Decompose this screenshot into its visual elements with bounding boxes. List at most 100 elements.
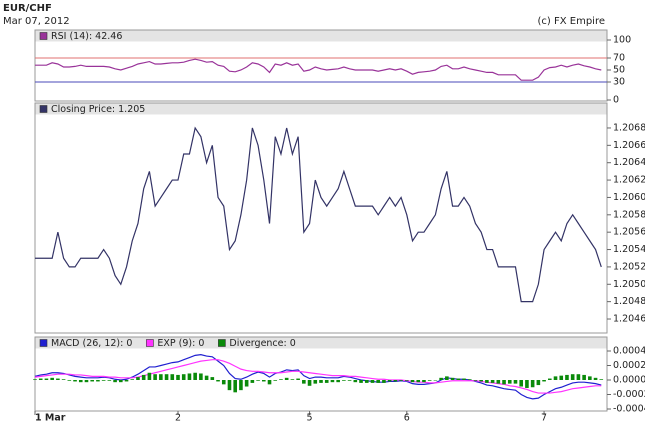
bar [553, 376, 558, 380]
bar [313, 380, 318, 384]
legend-label: MACD (26, 12): 0 [51, 338, 132, 349]
bar [525, 380, 529, 388]
series-line [34, 359, 602, 394]
bar [296, 378, 300, 380]
bar [496, 380, 501, 384]
x-tick-label: 1 Mar [35, 413, 66, 424]
bar [147, 372, 152, 380]
bar [38, 378, 43, 380]
bar [416, 380, 421, 383]
bar [61, 379, 66, 380]
bar [227, 380, 232, 391]
legend-swatch [218, 339, 226, 347]
bar [439, 377, 443, 380]
panel [34, 29, 608, 102]
bar [536, 380, 541, 386]
y-tick-label: 0.0004 [613, 346, 645, 357]
legend-swatch [39, 32, 48, 40]
y-tick-label: 30 [613, 77, 625, 88]
bar [307, 380, 312, 386]
legend-bar [35, 103, 607, 115]
bar [113, 380, 117, 383]
legend-swatch [39, 339, 48, 347]
bar [382, 380, 386, 383]
bar [359, 380, 363, 383]
series-line [35, 126, 602, 303]
y-tick-label: 1.2050 [613, 279, 645, 290]
bar [141, 374, 146, 380]
bar [410, 380, 415, 383]
bar [519, 380, 523, 387]
chart-subtitle: Mar 07, 2012 [3, 16, 70, 27]
bar [576, 374, 581, 380]
bar [107, 380, 112, 381]
bar [565, 374, 569, 380]
bar [433, 380, 438, 381]
x-tick-label: 7 [541, 413, 547, 424]
bar [159, 374, 163, 380]
y-tick-label: -0.0004 [613, 404, 645, 415]
bar [96, 380, 100, 382]
bar [473, 380, 478, 381]
series-line [35, 58, 602, 81]
bar [204, 375, 209, 380]
bar [284, 377, 289, 380]
bar [570, 374, 575, 380]
legend-swatch [39, 105, 48, 113]
legend-bar [35, 30, 607, 42]
bar [542, 380, 546, 382]
legend-label: Divergence: 0 [229, 338, 295, 349]
bar [50, 377, 54, 380]
bar [599, 379, 604, 380]
bar [393, 380, 398, 382]
bar [588, 376, 592, 380]
bar [462, 378, 466, 380]
bar [479, 380, 483, 382]
bar [364, 380, 369, 383]
y-tick-label: 1.2046 [613, 314, 645, 325]
bar [490, 380, 495, 383]
bar [244, 380, 249, 387]
bar [210, 377, 215, 380]
bar [187, 373, 192, 380]
bar [548, 378, 552, 380]
bar [530, 380, 535, 388]
y-tick-label: 0.0002 [613, 360, 645, 371]
bar [507, 380, 512, 384]
bar [33, 379, 37, 380]
x-tick-label: 6 [404, 413, 410, 424]
panel [34, 102, 608, 334]
bar [199, 373, 203, 380]
bar [90, 380, 94, 382]
bar [44, 378, 49, 380]
y-tick-label: 1.2066 [613, 140, 645, 151]
chart-title: EUR/CHF [3, 3, 52, 14]
y-tick-label: 0.0000 [613, 375, 645, 386]
bar [324, 380, 329, 383]
legend-label: EXP (9): 0 [157, 338, 204, 349]
legend-swatch [146, 339, 154, 347]
legend-label: RSI (14): 42.46 [51, 31, 122, 42]
bar [582, 374, 586, 380]
bar [216, 380, 220, 382]
y-tick-label: 1.2054 [613, 244, 645, 255]
bar [84, 380, 89, 383]
y-tick-label: 50 [613, 65, 625, 76]
bar [559, 375, 564, 380]
y-tick-label: 0 [613, 95, 619, 106]
bar [267, 380, 272, 385]
bar [124, 380, 129, 382]
bar [250, 380, 255, 383]
source: (c) FX Empire [538, 16, 606, 27]
y-tick-label: -0.0002 [613, 389, 645, 400]
bar [513, 380, 518, 384]
y-tick-label: 1.2056 [613, 227, 645, 238]
bar [502, 380, 506, 385]
bar [485, 380, 489, 383]
bar [456, 378, 461, 380]
bar [101, 380, 106, 381]
bar [67, 380, 72, 381]
bar [336, 380, 340, 383]
bar [153, 374, 157, 380]
bar [176, 374, 180, 380]
